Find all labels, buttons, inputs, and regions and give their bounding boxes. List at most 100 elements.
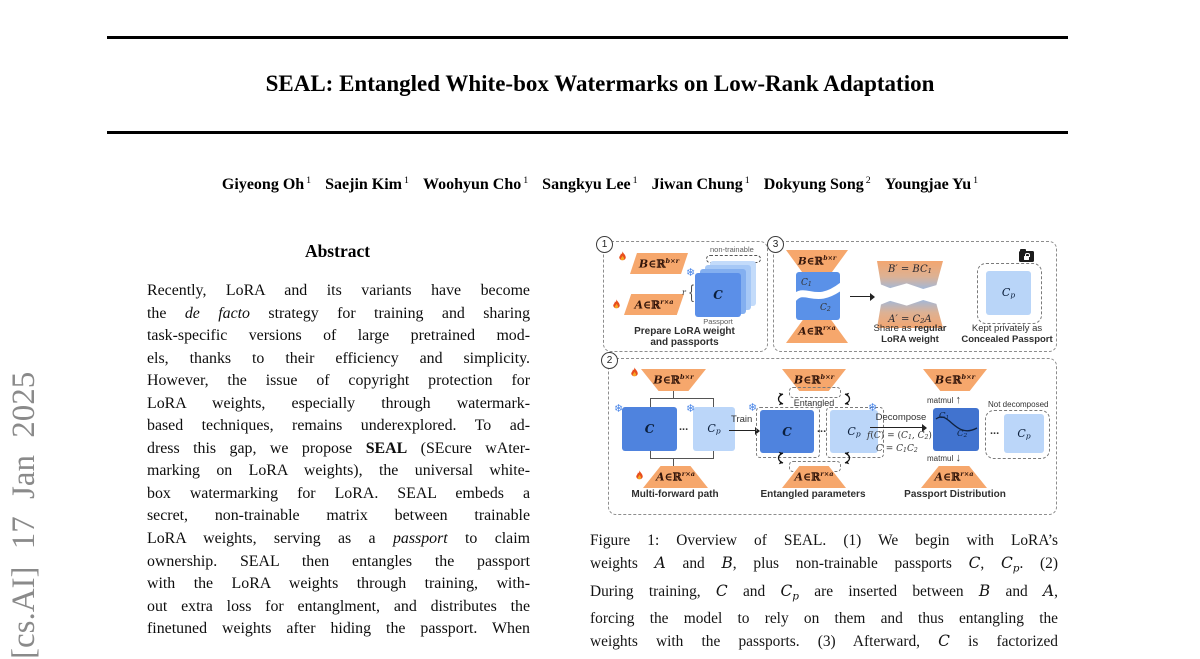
c2-label: C2 xyxy=(957,429,967,439)
text-segment: LoRA weights, serving as a xyxy=(147,530,393,548)
fire-icon xyxy=(631,367,638,377)
text-segment: A xyxy=(794,470,803,484)
text-segment: B xyxy=(934,373,945,387)
text-segment: p xyxy=(792,590,799,603)
entangle-arrow xyxy=(777,392,784,406)
b-prime-shape: B′ = BC1 xyxy=(877,261,943,289)
author-name: Youngjae Yu 1 xyxy=(884,175,979,194)
panel-1-caption-line2: and passports xyxy=(650,337,719,348)
entangle-zone-b xyxy=(789,387,841,398)
text-segment: C xyxy=(912,313,921,325)
panel-2-caption-mid: Entangled parameters xyxy=(760,489,866,500)
text-line: secret, non-trainable matrix between tra… xyxy=(147,505,530,528)
text-segment: (SEcure wAter- xyxy=(407,439,530,457)
text-segment: C xyxy=(782,424,792,439)
cp-label: Cp xyxy=(707,422,720,435)
text-segment: passport xyxy=(392,530,448,548)
text-segment: 2 xyxy=(924,434,929,442)
text-segment: A xyxy=(655,470,665,484)
text-segment: = xyxy=(897,264,913,275)
text-segment: However, the issue of copyright protecti… xyxy=(147,372,530,390)
ellipsis: ... xyxy=(817,423,827,435)
rank-dim-label: r xyxy=(682,288,686,297)
author-affiliation: 1 xyxy=(523,175,529,186)
factor-split-curve xyxy=(935,416,978,432)
c-label: C xyxy=(645,422,655,436)
text-segment: box watermarking for LoRA. SEAL embeds a xyxy=(147,484,530,502)
text-segment: ownership. SEAL then entangles the passp… xyxy=(147,552,530,570)
connector xyxy=(673,458,675,466)
a-prime-shape: A′ = C2A xyxy=(877,300,943,328)
entangled-label: Entangled xyxy=(793,398,835,408)
panel-3-number: 3 xyxy=(767,236,784,253)
text-segment: ∈ℝ xyxy=(642,298,661,312)
text-segment: C xyxy=(1001,286,1011,300)
cp-label: Cp xyxy=(847,425,860,438)
text-segment: ∈ℝ xyxy=(806,255,824,268)
cp-matrix-entangled: Cp xyxy=(830,410,878,453)
cp-matrix: Cp xyxy=(693,407,735,451)
c1-label: C1 xyxy=(939,411,949,421)
text-line: LoRA weights, serving as a passport to c… xyxy=(147,528,530,551)
text-segment: ) = ( xyxy=(880,431,902,441)
connector xyxy=(673,391,675,398)
matmul-label: matmul xyxy=(927,454,954,463)
text-segment: ∈ℝ xyxy=(664,470,682,484)
text-segment: weights with the passports. (3) Afterwar… xyxy=(590,632,939,650)
text-segment: b×r xyxy=(823,255,837,263)
text-segment: 2 xyxy=(920,317,925,325)
text-segment: based techniques, remains underexplored.… xyxy=(147,417,530,435)
text-segment: A xyxy=(934,470,943,484)
text-segment: p xyxy=(1025,431,1031,441)
text-segment: weights xyxy=(590,555,655,573)
text-segment: C xyxy=(1017,426,1026,440)
text-segment: is factorized xyxy=(949,632,1058,650)
c1-label: C1 xyxy=(801,277,812,288)
a-matrix-label: A∈ℝr×a xyxy=(656,470,695,484)
text-segment: the xyxy=(147,304,185,322)
text-segment: 2 xyxy=(963,432,968,439)
b-matrix-trained: B∈ℝb×r xyxy=(786,250,848,273)
text-line: However, the issue of copyright protecti… xyxy=(147,370,530,393)
factorize-formula-1: f(C) = (C1, C2) xyxy=(867,431,932,441)
text-segment: 2 xyxy=(826,306,831,314)
entangle-arrow xyxy=(777,451,784,465)
text-line: LoRA weights, especially through waterma… xyxy=(147,393,530,416)
passport-label: Passport xyxy=(703,317,733,326)
a-matrix-label: A∈ℝr×a xyxy=(798,325,835,338)
text-segment: 1 xyxy=(927,267,932,276)
snowflake-icon: ❄ xyxy=(868,401,878,414)
text-line: Figure 1: Overview of SEAL. (1) We begin… xyxy=(590,530,1058,552)
connector xyxy=(650,398,714,400)
connector xyxy=(650,398,652,407)
text-segment: C xyxy=(906,444,914,454)
author-name: Woohyun Cho 1 xyxy=(422,175,529,194)
connector xyxy=(713,398,715,407)
abstract-heading: Abstract xyxy=(304,241,371,261)
kept-label-line1: Kept privately as xyxy=(971,323,1043,334)
text-segment: b×r xyxy=(961,373,976,382)
text-segment: B′ xyxy=(888,264,898,275)
text-line: finetuned weights after hiding the passp… xyxy=(147,618,530,641)
share-label-bold2: LoRA weight xyxy=(881,333,939,345)
c-factorized-block xyxy=(933,408,979,451)
header-rule-top xyxy=(107,36,1068,39)
text-segment: C xyxy=(707,422,716,436)
text-segment: ∈ℝ xyxy=(662,373,680,387)
text-segment: A xyxy=(634,298,643,312)
text-segment: A xyxy=(1043,581,1055,600)
b-prime-label: B′ = BC1 xyxy=(888,264,932,275)
passport-c-matrix: C xyxy=(695,273,741,317)
text-segment: B xyxy=(793,373,804,387)
text-segment: B xyxy=(638,257,649,271)
text-segment: LoRA weights, especially through waterma… xyxy=(147,394,530,412)
share-label: Share as regular LoRA weight xyxy=(864,323,956,345)
text-segment: A xyxy=(798,325,807,338)
b-matrix-label: B∈ℝb×r xyxy=(639,257,679,271)
train-arrow xyxy=(729,425,760,437)
a-matrix-trained: A∈ℝr×a xyxy=(786,320,848,343)
concealed-cp-matrix: Cp xyxy=(986,271,1031,315)
text-segment: 1 xyxy=(945,414,950,421)
text-segment: C xyxy=(957,429,964,439)
text-segment: = xyxy=(882,444,897,454)
